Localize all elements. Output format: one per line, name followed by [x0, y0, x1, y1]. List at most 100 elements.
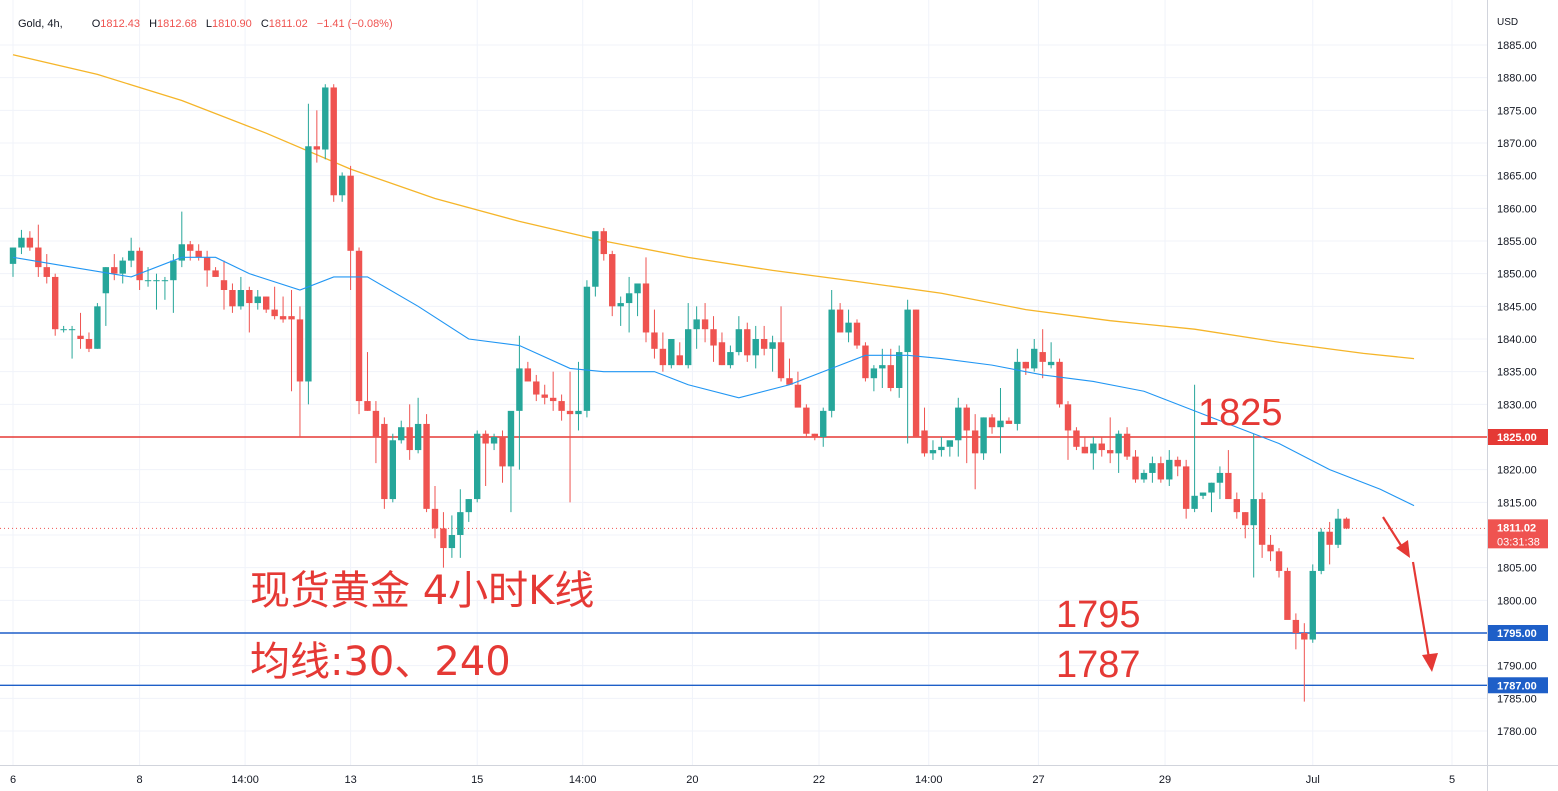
ma30-layer — [12, 256, 1415, 507]
candle-body — [1056, 361, 1063, 405]
candle-body — [1123, 433, 1131, 457]
candle — [136, 247, 143, 290]
symbol-label[interactable]: Gold, 4h, — [18, 18, 63, 30]
candle-body — [490, 437, 498, 444]
time-tick-label: 15 — [471, 774, 483, 786]
candle — [642, 257, 650, 343]
candle — [288, 290, 295, 392]
candle — [541, 384, 548, 405]
candle — [938, 437, 945, 457]
candle — [296, 306, 304, 437]
candle-body — [744, 329, 751, 356]
candle-body — [1182, 466, 1190, 509]
candle — [566, 371, 574, 503]
candle-body — [389, 440, 396, 500]
arrow-2-shaft — [1411, 561, 1431, 659]
candle — [313, 110, 321, 163]
candle-body — [119, 260, 126, 274]
price-tick-label: 1870.00 — [1497, 138, 1537, 150]
candle — [600, 227, 607, 261]
candle-body — [18, 237, 25, 248]
candle — [668, 339, 675, 369]
candle — [1073, 427, 1080, 451]
candle-body — [52, 276, 59, 330]
candle — [1014, 348, 1021, 431]
candle — [398, 420, 405, 444]
candle-body — [1064, 404, 1072, 431]
candle-body — [845, 322, 852, 333]
candle — [946, 440, 954, 457]
annotation-title-line2: 均线:30、240 — [250, 639, 511, 685]
candle — [1258, 492, 1266, 558]
candle-body — [35, 247, 42, 268]
candle-body — [431, 508, 439, 529]
candle-body — [338, 175, 346, 196]
candle-body — [1292, 619, 1300, 633]
candle-body — [457, 512, 464, 535]
candle-body — [1233, 499, 1240, 513]
candle-body — [549, 397, 557, 402]
candle-body — [1309, 570, 1316, 640]
candle — [1275, 548, 1283, 578]
candle-body — [1090, 443, 1097, 454]
candle-body — [203, 257, 211, 271]
horizontal-levels — [0, 436, 1487, 686]
candle — [1081, 437, 1089, 454]
candle — [845, 309, 852, 343]
candle — [651, 309, 658, 359]
candle-body — [1115, 433, 1122, 454]
candle — [474, 430, 481, 503]
candle-body — [997, 420, 1004, 428]
time-tick-label: 13 — [344, 774, 356, 786]
candle — [1292, 613, 1300, 650]
candle — [465, 499, 472, 522]
candle-body — [921, 430, 928, 454]
arrow-1-head — [1396, 540, 1410, 558]
candle — [769, 335, 776, 372]
candle — [549, 371, 557, 411]
candle-body — [60, 329, 67, 331]
candle-body — [1301, 633, 1308, 640]
candle — [431, 486, 439, 539]
candle-body — [102, 267, 110, 294]
candle-body — [347, 175, 354, 251]
candle — [760, 325, 768, 356]
candle-body — [803, 407, 810, 434]
price-tick-label: 1805.00 — [1497, 563, 1537, 575]
candle — [820, 407, 827, 447]
candle-body — [1258, 499, 1266, 545]
candle — [777, 306, 785, 382]
candle-body — [1149, 463, 1156, 473]
candle-body — [1343, 518, 1350, 529]
price-tick-label: 1855.00 — [1497, 236, 1537, 248]
candle-body — [381, 423, 388, 500]
candle-body — [398, 427, 405, 441]
candle — [980, 417, 987, 460]
candle-body — [676, 355, 683, 366]
candle-body — [904, 309, 911, 353]
candle-body — [414, 423, 422, 451]
candle-body — [870, 368, 878, 379]
candle-body — [583, 286, 591, 411]
candle — [1149, 456, 1156, 483]
candle — [448, 515, 456, 558]
candle — [1199, 492, 1207, 500]
candle — [625, 276, 633, 333]
arrow-2-head — [1422, 653, 1438, 672]
candle — [701, 303, 709, 343]
candle — [94, 303, 101, 349]
price-tick-label: 1835.00 — [1497, 367, 1537, 379]
candle-body — [693, 319, 700, 330]
candle — [744, 322, 751, 362]
candle — [1225, 450, 1232, 500]
candle-body — [988, 417, 996, 428]
candle — [381, 417, 388, 509]
candle — [583, 280, 591, 418]
time-tick-label: 22 — [813, 774, 825, 786]
candle-body — [1199, 492, 1207, 496]
candle — [1208, 482, 1215, 513]
candle — [685, 303, 692, 369]
candle-body — [26, 237, 34, 248]
candle-body — [1039, 352, 1046, 362]
